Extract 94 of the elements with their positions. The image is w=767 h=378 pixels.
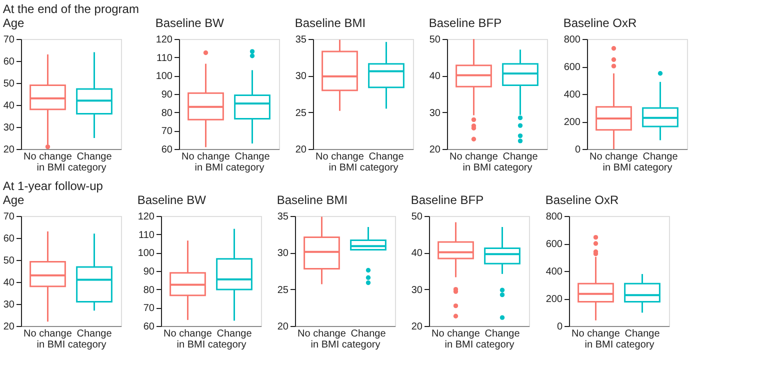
x-tick-label: No change (432, 328, 480, 340)
y-tick-label: 80 (143, 284, 155, 296)
y-tick-label: 30 (277, 248, 289, 260)
y-tick-label: 200 (564, 117, 581, 128)
y-tick-label: 120 (156, 34, 173, 46)
y-tick-label: 50 (411, 212, 423, 222)
y-tick-label: 600 (546, 239, 563, 250)
y-tick-label: 90 (143, 266, 155, 278)
y-tick-label: 40 (3, 100, 15, 112)
y-tick-label: 20 (277, 322, 289, 332)
y-tick-label: 20 (295, 144, 307, 156)
y-tick-label: 400 (564, 90, 581, 100)
y-tick-label: 35 (295, 34, 307, 46)
x-axis-title: in BMI category (444, 340, 514, 350)
y-tick-label: 60 (3, 234, 15, 244)
y-tick-label: 70 (161, 126, 173, 138)
text: At 1-year follow-up (2, 179, 104, 193)
y-tick-label: 120 (138, 212, 155, 222)
y-tick-label: 35 (277, 212, 289, 222)
chart-title: Baseline BFP (428, 16, 502, 30)
x-tick-label: Change (76, 328, 112, 340)
x-axis-title: in BMI category (310, 340, 380, 350)
y-tick-label: 30 (295, 71, 307, 82)
y-tick-label: 800 (546, 212, 563, 222)
x-axis-title: in BMI category (602, 162, 672, 174)
x-tick-label: Change (642, 152, 678, 162)
y-tick-label: 200 (546, 294, 563, 305)
y-tick-label: 25 (277, 284, 289, 296)
x-tick-label: No change (316, 152, 364, 162)
x-axis-title: in BMI category (328, 162, 398, 174)
y-tick-label: 30 (3, 300, 15, 310)
chart-title: Baseline OxR (545, 193, 620, 207)
y-tick-label: 30 (411, 284, 423, 296)
chart-title: Baseline BW (137, 193, 207, 207)
y-tick-label: 40 (3, 278, 15, 288)
x-tick-label: Change (350, 328, 386, 340)
y-tick-label: 90 (161, 90, 173, 100)
chart-title: Baseline BFP (410, 193, 484, 207)
x-tick-label: Change (368, 152, 404, 162)
chart-title: Baseline BW (155, 16, 225, 30)
x-tick-label: Change (624, 328, 660, 340)
x-axis-title: in BMI category (584, 340, 654, 350)
x-tick-label: No change (24, 152, 72, 162)
y-tick-label: 20 (3, 322, 15, 332)
x-tick-label: No change (572, 328, 620, 340)
chart-title: Baseline OxR (563, 16, 638, 30)
y-tick-label: 70 (143, 303, 155, 314)
y-tick-label: 80 (161, 108, 173, 119)
chart-title: Baseline BMI (294, 16, 366, 30)
y-tick-label: 60 (3, 56, 15, 68)
y-tick-label: 600 (564, 62, 581, 73)
x-tick-label: No change (182, 152, 230, 162)
y-tick-label: 20 (3, 144, 15, 156)
x-tick-label: No change (298, 328, 346, 340)
x-tick-label: Change (484, 328, 520, 340)
y-tick-label: 400 (546, 266, 563, 278)
x-tick-label: No change (164, 328, 212, 340)
y-tick-label: 100 (156, 71, 173, 82)
x-axis-title: in BMI category (176, 340, 246, 350)
chart-title: Baseline BMI (276, 193, 348, 207)
y-tick-label: 0 (574, 144, 581, 156)
x-tick-label: Change (216, 328, 252, 340)
y-tick-label: 0 (556, 322, 563, 332)
y-tick-label: 110 (138, 230, 155, 241)
y-tick-label: 70 (3, 34, 15, 46)
y-tick-label: 50 (429, 34, 441, 46)
y-tick-label: 40 (411, 248, 423, 260)
chart-title: Age (2, 193, 25, 207)
y-tick-label: 800 (564, 34, 581, 46)
x-tick-label: No change (24, 328, 72, 340)
y-tick-label: 50 (3, 78, 15, 90)
x-tick-label: Change (76, 152, 112, 162)
y-tick-label: 50 (3, 256, 15, 266)
y-tick-label: 40 (429, 71, 441, 82)
y-tick-label: 60 (161, 144, 173, 156)
y-tick-label: 30 (429, 108, 441, 119)
y-tick-label: 30 (3, 122, 15, 134)
y-tick-label: 60 (143, 322, 155, 332)
y-tick-label: 20 (429, 144, 441, 156)
y-tick-label: 25 (295, 108, 307, 119)
x-axis-title: in BMI category (194, 162, 264, 174)
x-tick-label: Change (234, 152, 270, 162)
x-tick-label: Change (502, 152, 538, 162)
x-tick-label: No change (590, 152, 638, 162)
y-tick-label: 70 (3, 212, 15, 222)
chart-title: Age (2, 16, 25, 30)
x-axis-title: in BMI category (36, 162, 106, 174)
x-axis-title: in BMI category (462, 162, 532, 174)
text: At the end of the program (2, 2, 139, 16)
x-axis-title: in BMI category (36, 340, 106, 350)
y-tick-label: 100 (138, 248, 155, 260)
x-tick-label: No change (450, 152, 498, 162)
y-tick-label: 110 (156, 52, 173, 64)
y-tick-label: 20 (411, 322, 423, 332)
